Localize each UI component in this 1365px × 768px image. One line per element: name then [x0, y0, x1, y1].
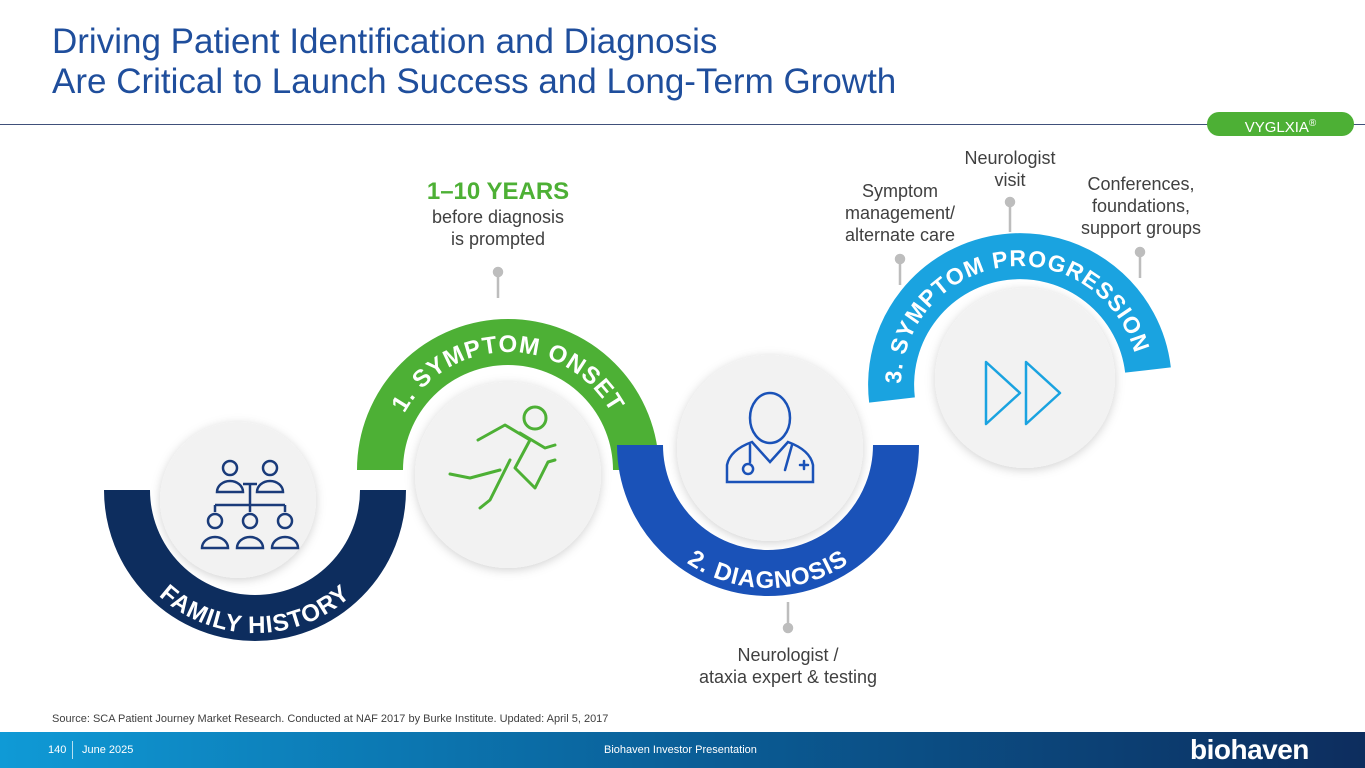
conferences-callout: Conferences, foundations, support groups	[1060, 173, 1222, 239]
title-line-1: Driving Patient Identification and Diagn…	[52, 22, 718, 61]
footer-date: June 2025	[82, 744, 134, 756]
title-line-2: Are Critical to Launch Success and Long-…	[52, 62, 897, 101]
source-note: Source: SCA Patient Journey Market Resea…	[52, 713, 609, 725]
callout-line: visit	[994, 170, 1026, 190]
family-tree-icon	[200, 459, 300, 550]
callout-line: ataxia expert & testing	[698, 667, 878, 687]
diagnosis-band	[617, 444, 919, 596]
footer-bar: 140 June 2025 Biohaven Investor Presenta…	[0, 732, 1365, 768]
symptom-onset-circle	[415, 382, 601, 568]
symptom-onset-band	[357, 319, 659, 471]
family-history-band	[104, 489, 406, 641]
callout-line: alternate care	[844, 225, 956, 245]
footer-title: Biohaven Investor Presentation	[604, 744, 757, 756]
page-number: 140	[48, 744, 67, 756]
callout-line: management/	[844, 203, 956, 223]
callout-line: Neurologist /	[737, 645, 839, 665]
years-line-2: is prompted	[450, 229, 546, 249]
symptom-progression-band	[868, 233, 1171, 403]
years-line-1: before diagnosis	[431, 207, 565, 227]
running-person-icon	[448, 405, 557, 510]
family-history-circle	[160, 422, 316, 578]
title-divider	[0, 124, 1365, 125]
callout-line: support groups	[1080, 218, 1202, 238]
diagnosis-circle	[677, 355, 863, 541]
callout-line: Symptom	[861, 181, 939, 201]
footer-separator	[72, 741, 73, 759]
neurologist-testing-callout: Neurologist / ataxia expert & testing	[668, 644, 908, 688]
badge-label: VYGLXIA	[1244, 119, 1309, 136]
callout-line: Conferences,	[1087, 174, 1195, 194]
years-callout: 1–10 YEARS before diagnosis is prompted	[398, 178, 598, 250]
symptom-management-callout: Symptom management/ alternate care	[820, 180, 980, 246]
callout-pins	[492, 196, 1146, 634]
fast-forward-icon	[984, 360, 1062, 426]
biohaven-logo: biohaven	[1190, 734, 1309, 765]
years-value: 1–10 YEARS	[426, 178, 570, 205]
callout-line: foundations,	[1091, 196, 1191, 216]
callout-line: Neurologist	[964, 148, 1056, 168]
product-badge: VYGLXIA®	[1207, 112, 1354, 136]
neurologist-visit-callout: Neurologist visit	[940, 147, 1080, 191]
badge-mark: ®	[1308, 118, 1317, 129]
page-title: Driving Patient Identification and Diagn…	[52, 22, 896, 102]
doctor-icon	[725, 391, 815, 484]
